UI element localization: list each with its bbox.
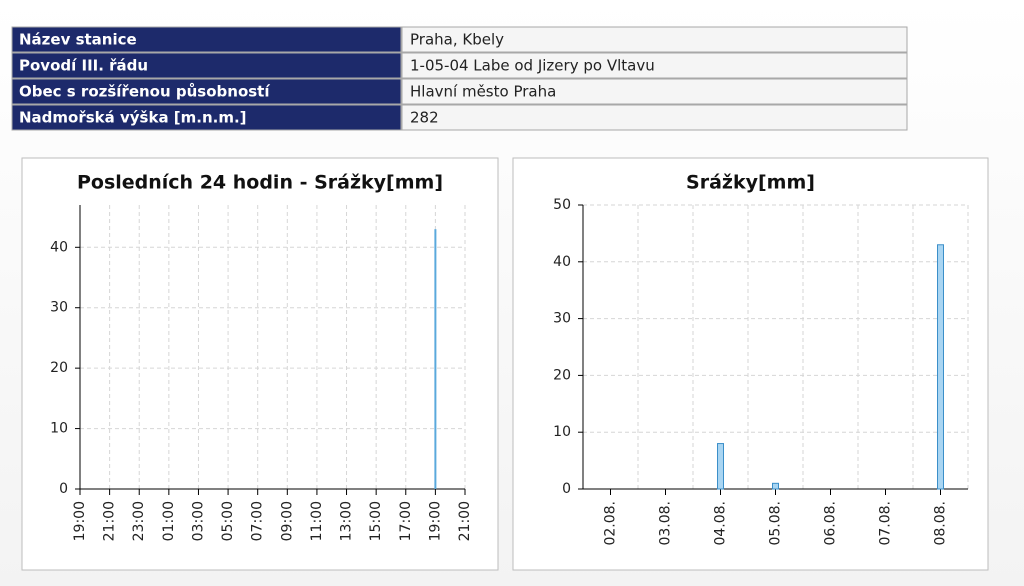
y-tick-label: 10 bbox=[50, 421, 68, 437]
key-text: Nadmořská výška [m.n.m.] bbox=[19, 109, 247, 127]
value-text: 1-05-04 Labe od Jizery po Vltavu bbox=[410, 57, 655, 75]
chart-title: Srážky[mm] bbox=[686, 172, 815, 194]
x-tick-label: 15:00 bbox=[368, 501, 384, 541]
x-tick-label: 03:00 bbox=[190, 501, 206, 541]
x-tick-label: 07.08. bbox=[878, 501, 894, 546]
chart-panel bbox=[512, 157, 989, 571]
value-cell bbox=[401, 52, 908, 79]
bar bbox=[434, 229, 437, 489]
bar bbox=[937, 244, 944, 490]
y-tick-label: 0 bbox=[562, 481, 571, 497]
x-tick-label: 19:00 bbox=[427, 501, 443, 541]
x-tick-label: 19:00 bbox=[72, 501, 88, 541]
key-cell bbox=[11, 26, 402, 53]
x-tick-label: 09:00 bbox=[279, 501, 295, 541]
y-tick-label: 40 bbox=[553, 254, 571, 270]
x-tick-label: 01:00 bbox=[161, 501, 177, 541]
value-cell bbox=[401, 104, 908, 131]
x-tick-label: 04.08. bbox=[713, 501, 729, 546]
y-tick-label: 30 bbox=[553, 311, 571, 327]
key-text: Povodí III. řádu bbox=[19, 57, 148, 75]
chart-title: Posledních 24 hodin - Srážky[mm] bbox=[77, 172, 443, 194]
y-tick-label: 0 bbox=[59, 481, 68, 497]
y-tick-label: 50 bbox=[553, 197, 571, 213]
x-tick-label: 08.08. bbox=[933, 501, 949, 546]
x-tick-label: 05:00 bbox=[220, 501, 236, 541]
y-tick-label: 10 bbox=[553, 424, 571, 440]
chart-panel bbox=[21, 157, 499, 571]
key-text: Obec s rozšířenou působností bbox=[19, 83, 270, 101]
x-tick-label: 05.08. bbox=[768, 501, 784, 546]
y-tick-label: 30 bbox=[50, 300, 68, 316]
x-tick-label: 06.08. bbox=[823, 501, 839, 546]
x-tick-label: 07:00 bbox=[250, 501, 266, 541]
x-tick-label: 17:00 bbox=[398, 501, 414, 541]
value-cell bbox=[401, 78, 908, 105]
x-tick-label: 02.08. bbox=[603, 501, 619, 546]
x-tick-label: 11:00 bbox=[309, 501, 325, 541]
x-tick-label: 03.08. bbox=[658, 501, 674, 546]
y-tick-label: 20 bbox=[50, 360, 68, 376]
x-tick-label: 21:00 bbox=[102, 501, 118, 541]
value-cell bbox=[401, 26, 908, 53]
key-cell bbox=[11, 52, 402, 79]
y-tick-label: 20 bbox=[553, 367, 571, 383]
value-text: 282 bbox=[410, 109, 439, 127]
x-tick-label: 23:00 bbox=[131, 501, 147, 541]
key-cell bbox=[11, 104, 402, 131]
y-tick-label: 40 bbox=[50, 239, 68, 255]
bar bbox=[717, 443, 724, 490]
x-tick-label: 21:00 bbox=[457, 501, 473, 541]
x-tick-label: 13:00 bbox=[339, 501, 355, 541]
bar bbox=[772, 482, 779, 490]
value-text: Hlavní město Praha bbox=[410, 83, 556, 101]
value-text: Praha, Kbely bbox=[410, 31, 504, 49]
key-cell bbox=[11, 78, 402, 105]
key-text: Název stanice bbox=[19, 31, 137, 49]
